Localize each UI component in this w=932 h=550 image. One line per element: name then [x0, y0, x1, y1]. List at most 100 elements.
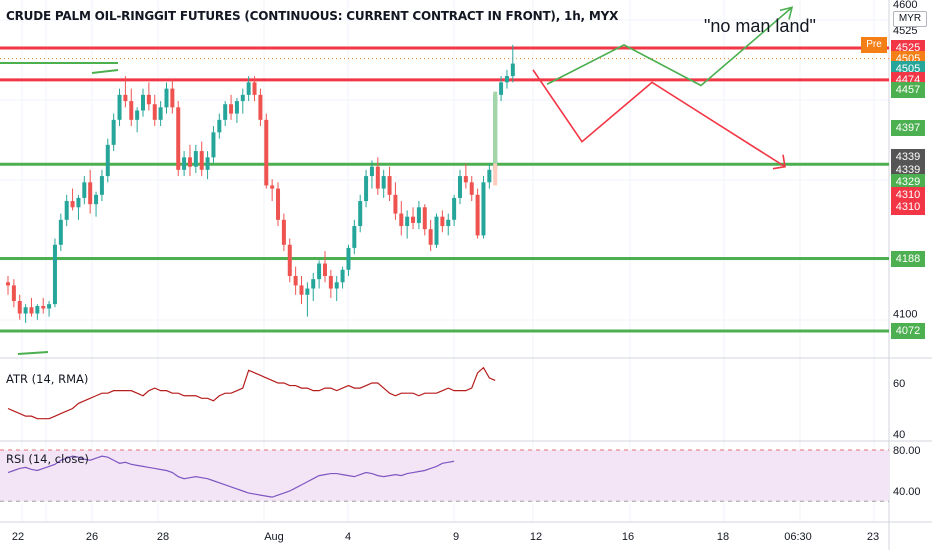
candle-body [499, 82, 504, 95]
candle-body [287, 244, 292, 277]
bearish-arrowhead [772, 154, 786, 170]
candle-body [416, 207, 421, 223]
candle-body [381, 176, 386, 189]
candle-body [281, 219, 286, 245]
candle-body [217, 119, 222, 133]
atr-indicator-label[interactable]: ATR (14, RMA) [6, 372, 89, 386]
candle-body [205, 157, 210, 170]
candle-body [129, 101, 134, 120]
candle-body [264, 119, 269, 186]
candle-body [88, 182, 93, 205]
time-tick-12: 12 [530, 531, 542, 543]
candle-body [258, 94, 263, 120]
candle-body [6, 282, 10, 286]
extended-bar [493, 163, 498, 186]
candle-body [510, 63, 515, 77]
atr-tick: 60 [893, 378, 905, 390]
candle-body [211, 132, 216, 158]
horizontal-levels[interactable] [0, 46, 889, 355]
candle-body [76, 197, 81, 208]
price-tick: 4525 [893, 25, 917, 37]
candle-body [170, 88, 175, 108]
candle-body [422, 207, 427, 230]
currency-label[interactable]: MYR [893, 11, 927, 27]
price-tag: 4339 [891, 149, 925, 166]
candle-body [246, 82, 251, 95]
price-tick: 4100 [893, 309, 917, 321]
candle-body [152, 104, 157, 120]
price-tag: 4310 [891, 199, 925, 216]
pre-market-badge: Pre [861, 37, 887, 53]
candle-body [141, 94, 146, 111]
time-tick-22: 22 [12, 531, 24, 543]
candle-body [334, 282, 339, 289]
rsi-indicator-label[interactable]: RSI (14, close) [6, 452, 89, 466]
candlestick-series [6, 44, 515, 323]
candle-body [428, 229, 433, 245]
candle-body [47, 304, 52, 309]
candle-body [463, 176, 468, 183]
candle-body [41, 306, 46, 309]
candle-body [440, 216, 445, 227]
candle-body [322, 263, 327, 277]
price-tag: 4397 [891, 119, 925, 136]
candle-body [176, 107, 181, 170]
candle-body [164, 88, 169, 108]
candle-body [29, 307, 34, 314]
time-tick-26: 26 [86, 531, 98, 543]
candle-body [469, 182, 474, 195]
marker-stroke [17, 351, 49, 355]
candle-body [358, 201, 363, 227]
bullish-projection-path [546, 6, 793, 87]
price-tag: 4072 [891, 323, 925, 339]
price-tag: 4188 [891, 250, 925, 267]
extended-bar [493, 91, 498, 164]
time-tick-06:30: 06:30 [784, 531, 812, 543]
price-tag: 4339 [891, 161, 925, 178]
candle-body [364, 176, 369, 202]
candle-body [11, 285, 16, 302]
candle-body [182, 157, 187, 170]
grid [0, 0, 889, 522]
time-tick-28: 28 [157, 531, 169, 543]
atr-line [7, 366, 496, 420]
price-tag: 4457 [891, 82, 925, 99]
candle-body [52, 244, 57, 305]
time-axis[interactable]: 22 26 28 Aug 4 9 12 16 18 06:30 23 [12, 531, 879, 543]
candle-body [270, 185, 275, 189]
projection-drawings[interactable] [532, 6, 794, 170]
time-tick-18: 18 [717, 531, 729, 543]
atr-tick: 40 [893, 429, 905, 441]
candle-body [105, 144, 110, 177]
candle-body [452, 197, 457, 220]
bullish-arrowhead [779, 6, 794, 20]
candle-body [135, 110, 140, 120]
candle-body [64, 201, 69, 220]
candle-body [293, 276, 298, 286]
time-tick-9: 9 [453, 531, 459, 543]
bearish-projection-path [532, 69, 786, 168]
candle-body [387, 176, 392, 195]
candle-body [223, 104, 228, 120]
candle-body [305, 288, 310, 295]
rsi-tick: 80.00 [893, 445, 921, 457]
candle-body [111, 119, 116, 145]
candle-body [399, 213, 404, 227]
candle-body [17, 301, 22, 314]
candle-body [199, 151, 204, 170]
candle-body [276, 188, 281, 220]
candle-body [158, 107, 163, 120]
rsi-tick: 40.00 [893, 486, 921, 498]
candle-body [475, 194, 480, 236]
price-axis[interactable]: 4600 4525 4100 60 40 80.00 40.00 [893, 0, 921, 498]
candle-body [457, 176, 462, 198]
candle-body [234, 101, 239, 114]
no-man-land-annotation[interactable]: "no man land" [704, 16, 816, 36]
atr-pane [7, 366, 496, 420]
price-tag: 4329 [891, 174, 925, 191]
candle-body [487, 169, 492, 183]
candle-body [393, 194, 398, 214]
candle-body [434, 216, 439, 245]
